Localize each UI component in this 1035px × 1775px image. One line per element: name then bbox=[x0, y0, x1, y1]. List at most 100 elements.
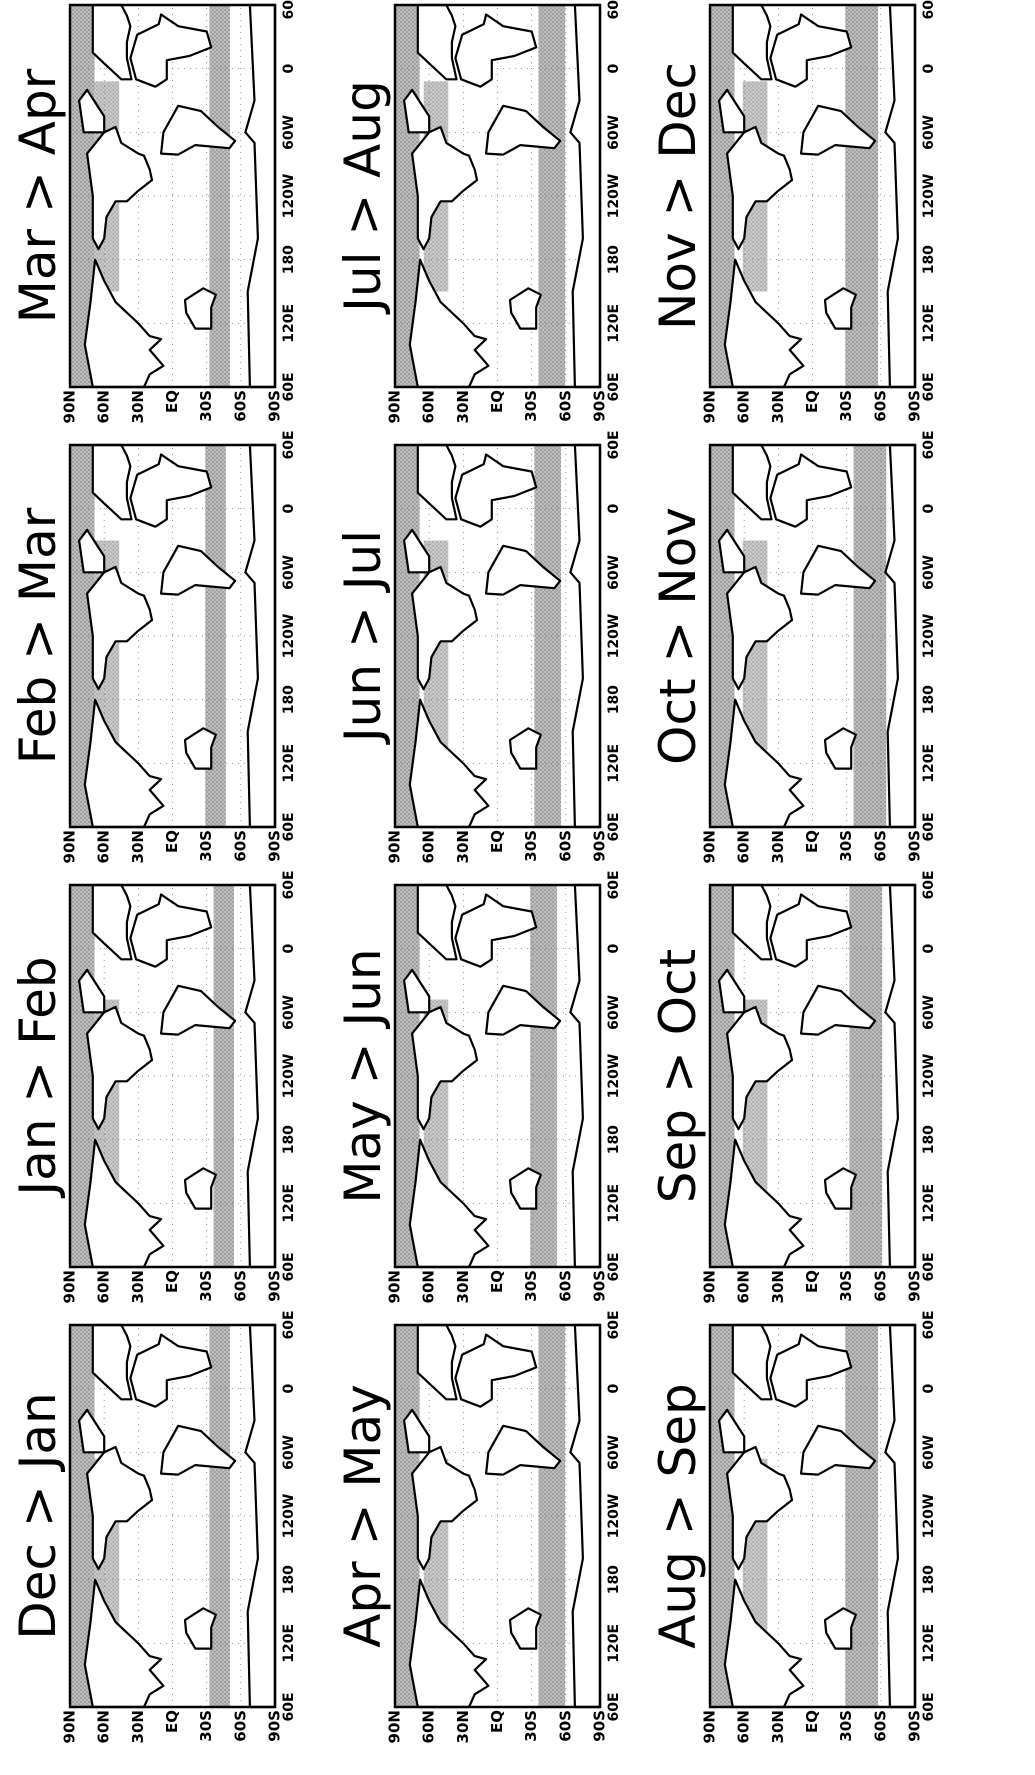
lat-label: 30N bbox=[129, 1270, 147, 1303]
lat-label: 90N bbox=[61, 1270, 79, 1303]
lon-label: 60W bbox=[281, 1435, 297, 1470]
lon-label: 60E bbox=[281, 1252, 297, 1281]
lon-label: 120W bbox=[606, 1054, 622, 1099]
lat-label: 60S bbox=[871, 1710, 889, 1742]
lon-label: 120E bbox=[606, 1184, 622, 1223]
lat-label: 60S bbox=[231, 1710, 249, 1742]
lon-label: 60E bbox=[606, 1310, 622, 1339]
lon-label: 120E bbox=[921, 1624, 937, 1663]
lon-label: 60E bbox=[281, 1310, 297, 1339]
lat-label: 30N bbox=[129, 390, 147, 423]
lon-label: 120E bbox=[606, 744, 622, 783]
lon-label: 60W bbox=[606, 555, 622, 590]
lat-label: 30S bbox=[197, 1270, 215, 1302]
lat-label: EQ bbox=[488, 1270, 506, 1293]
lon-label: 120W bbox=[281, 1054, 297, 1099]
lat-label: 30S bbox=[837, 830, 855, 862]
lon-label: 60E bbox=[606, 870, 622, 899]
shading bbox=[214, 885, 235, 1267]
lat-label: 60S bbox=[556, 390, 574, 422]
lat-label: 60S bbox=[231, 830, 249, 862]
lat-label: 60N bbox=[735, 1270, 753, 1303]
lon-label: 0 bbox=[921, 64, 937, 74]
lat-label: 30S bbox=[522, 390, 540, 422]
lat-label: 90N bbox=[701, 1270, 719, 1303]
lat-label: 90N bbox=[386, 390, 404, 423]
lon-label: 120E bbox=[281, 744, 297, 783]
lon-label: 60E bbox=[606, 372, 622, 401]
lon-label: 60W bbox=[606, 115, 622, 150]
lat-label: 60S bbox=[556, 1270, 574, 1302]
lat-label: EQ bbox=[488, 830, 506, 853]
lon-label: 0 bbox=[281, 504, 297, 514]
lat-label: 30S bbox=[197, 1710, 215, 1742]
lat-label: 30S bbox=[522, 830, 540, 862]
lon-label: 180 bbox=[281, 245, 297, 274]
lat-label: 60S bbox=[231, 1270, 249, 1302]
panel-title: Jun > Jul bbox=[334, 530, 392, 745]
lon-label: 0 bbox=[921, 1384, 937, 1394]
lon-label: 180 bbox=[606, 1125, 622, 1154]
lat-label: 60N bbox=[420, 390, 438, 423]
lon-label: 60W bbox=[281, 115, 297, 150]
lon-label: 120W bbox=[281, 614, 297, 659]
lon-label: 120E bbox=[921, 1184, 937, 1223]
lon-label: 120W bbox=[921, 614, 937, 659]
shading bbox=[854, 445, 887, 827]
lat-label: 30N bbox=[769, 390, 787, 423]
lat-label: 30N bbox=[769, 830, 787, 863]
lat-label: EQ bbox=[803, 390, 821, 413]
lon-label: 60E bbox=[921, 1310, 937, 1339]
lat-label: 60N bbox=[95, 830, 113, 863]
lon-label: 60W bbox=[606, 995, 622, 1030]
lon-label: 60E bbox=[921, 430, 937, 459]
panel-title: Aug > Sep bbox=[649, 1383, 707, 1649]
lat-label: 60N bbox=[420, 1710, 438, 1743]
lon-label: 0 bbox=[921, 504, 937, 514]
lat-label: 30S bbox=[197, 830, 215, 862]
lat-label: 30S bbox=[837, 1270, 855, 1302]
lat-label: 90N bbox=[61, 1710, 79, 1743]
lat-label: 90N bbox=[386, 1270, 404, 1303]
lat-label: 30N bbox=[454, 830, 472, 863]
lat-label: EQ bbox=[163, 1270, 181, 1293]
lon-label: 60E bbox=[281, 0, 297, 20]
lon-label: 180 bbox=[281, 1125, 297, 1154]
panel-title: Dec > Jan bbox=[9, 1392, 67, 1640]
lat-label: EQ bbox=[803, 1270, 821, 1293]
panel-title: Feb > Mar bbox=[9, 507, 67, 764]
lon-label: 0 bbox=[281, 944, 297, 954]
lon-label: 0 bbox=[921, 944, 937, 954]
lon-label: 60E bbox=[921, 870, 937, 899]
panel-title: Mar > Apr bbox=[9, 68, 67, 323]
lat-label: 60N bbox=[420, 1270, 438, 1303]
lat-label: 90N bbox=[701, 390, 719, 423]
lon-label: 60E bbox=[921, 1252, 937, 1281]
lon-label: 60E bbox=[606, 1692, 622, 1721]
lon-label: 60E bbox=[281, 430, 297, 459]
lon-label: 60E bbox=[606, 430, 622, 459]
lon-label: 180 bbox=[921, 1565, 937, 1594]
lon-label: 0 bbox=[281, 1384, 297, 1394]
lat-label: 60S bbox=[871, 1270, 889, 1302]
lat-label: 60N bbox=[735, 1710, 753, 1743]
lat-label: 60N bbox=[95, 390, 113, 423]
lat-label: 90N bbox=[386, 1710, 404, 1743]
lon-label: 60W bbox=[921, 1435, 937, 1470]
lat-label: 30S bbox=[197, 390, 215, 422]
lon-label: 120W bbox=[921, 174, 937, 219]
lat-label: 60N bbox=[420, 830, 438, 863]
lon-label: 60E bbox=[921, 812, 937, 841]
panel-title: Sep > Oct bbox=[649, 949, 707, 1203]
lat-label: 60S bbox=[231, 390, 249, 422]
lat-label: 30N bbox=[454, 1710, 472, 1743]
lon-label: 180 bbox=[606, 245, 622, 274]
lat-label: 30S bbox=[837, 390, 855, 422]
lon-label: 60E bbox=[606, 1252, 622, 1281]
lon-label: 60E bbox=[921, 1692, 937, 1721]
lon-label: 120E bbox=[606, 304, 622, 343]
lat-label: 30N bbox=[454, 390, 472, 423]
lon-label: 180 bbox=[606, 1565, 622, 1594]
lon-label: 60W bbox=[921, 555, 937, 590]
lon-label: 60W bbox=[606, 1435, 622, 1470]
